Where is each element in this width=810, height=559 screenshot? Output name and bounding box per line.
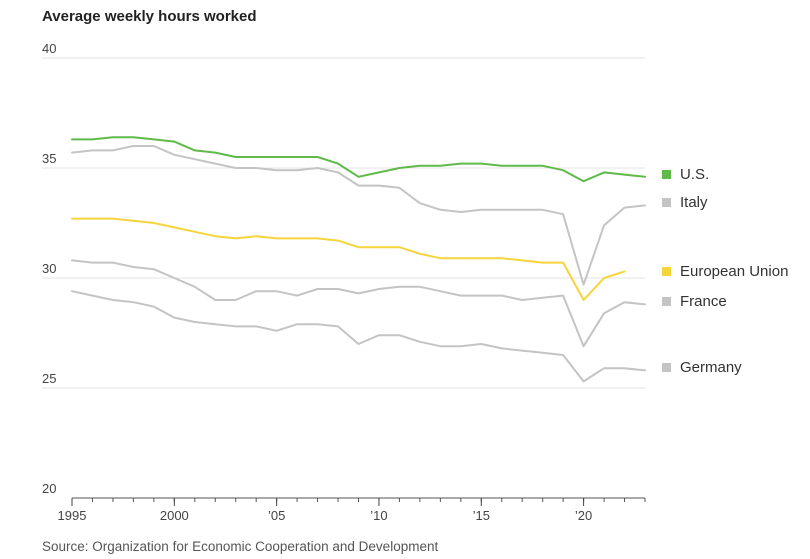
legend-label: Italy — [680, 193, 708, 211]
x-tick-label: ’10 — [370, 508, 387, 523]
legend-swatch — [662, 266, 671, 276]
y-axis-ticks: 40 35 30 25 20 — [42, 41, 56, 496]
legend-label: U.S. — [680, 165, 710, 183]
legend-swatch — [662, 296, 671, 306]
y-tick-label: 40 — [42, 41, 56, 56]
source-note: Source: Organization for Economic Cooper… — [42, 539, 439, 554]
legend-label: Germany — [680, 358, 742, 376]
y-tick-label: 25 — [42, 371, 56, 386]
legend-item: U.S. — [662, 165, 709, 183]
legend-label: France — [680, 292, 727, 310]
legend-swatch — [662, 169, 671, 179]
y-tick-label: 35 — [42, 151, 56, 166]
x-tick-label: 1995 — [58, 508, 87, 523]
series-line-european-union — [71, 217, 626, 301]
legend-item: Italy — [662, 193, 708, 211]
x-tick-label: ’05 — [268, 508, 285, 523]
chart-title: Average weekly hours worked — [42, 8, 257, 25]
y-tick-label: 30 — [42, 261, 56, 276]
legend-item: European Union — [662, 262, 788, 280]
x-tick-label: ’15 — [473, 508, 490, 523]
x-tick-label: ’20 — [575, 508, 592, 523]
series-line-germany — [71, 290, 646, 383]
x-axis: 1995 2000 ’05 ’10 ’15 ’20 — [58, 497, 646, 523]
y-tick-label: 20 — [42, 481, 56, 496]
legend-label: European Union — [680, 262, 789, 280]
gridlines — [42, 57, 645, 389]
series-lines — [71, 136, 646, 383]
legend-item: Germany — [662, 358, 742, 376]
legend-item: France — [662, 292, 727, 310]
legend-swatch — [662, 197, 671, 207]
legend-swatch — [662, 362, 671, 372]
series-line-u-s — [71, 136, 646, 183]
series-line-italy — [71, 145, 646, 286]
series-line-france — [71, 259, 646, 348]
x-tick-label: 2000 — [160, 508, 189, 523]
